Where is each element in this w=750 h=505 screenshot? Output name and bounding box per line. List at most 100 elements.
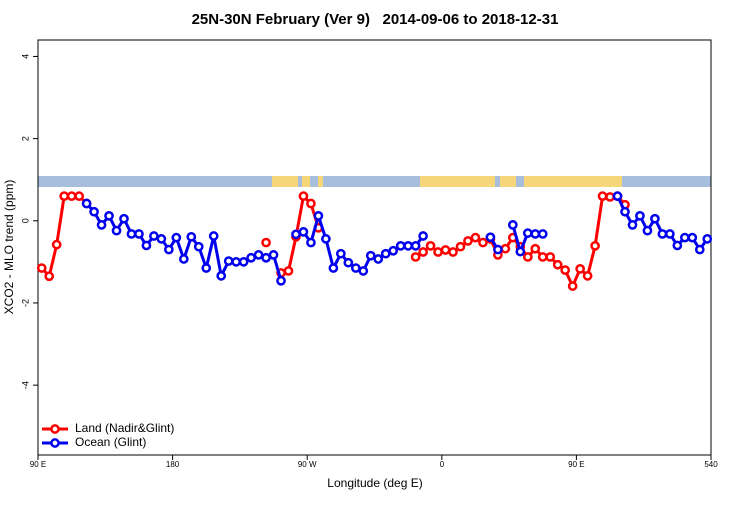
data-point [672,240,683,251]
data-point [410,252,421,262]
data-point [283,266,294,276]
chart-title: 25N-30N February (Ver 9) 2014-09-06 to 2… [192,11,559,28]
data-point [433,247,443,257]
series [36,191,630,291]
data-point [425,241,436,251]
data-point [156,234,167,244]
data-point [178,254,189,264]
data-point [470,232,481,243]
data-point [81,198,92,209]
data-point [522,228,533,238]
data-point [171,232,182,243]
data-point [500,243,511,254]
data-point [620,206,630,217]
land-band [524,176,622,187]
data-point [246,252,256,263]
data-point [253,250,264,260]
data-point [59,191,70,201]
x-tick-label: 180 [166,460,180,469]
data-point [395,241,406,251]
data-point [306,237,316,248]
data-point [321,234,331,244]
data-point [336,248,346,259]
data-point [291,229,301,240]
data-point [463,236,473,246]
x-axis-label: Longitude (deg E) [327,476,422,490]
ocean-band [38,176,711,187]
data-point [268,250,279,260]
data-point [537,252,548,262]
data-point [201,263,212,273]
legend-marker [50,438,60,448]
x-tick-label: 0 [440,460,445,469]
data-point [186,231,197,242]
data-point [216,271,227,281]
data-point [350,263,361,273]
data-point [51,239,62,250]
data-point [642,225,653,236]
data-point [635,211,645,221]
data-point [485,232,496,243]
data-point [66,191,77,201]
data-point [403,241,413,251]
data-point [74,191,84,201]
data-point [111,225,122,236]
y-tick-label: -4 [20,381,30,389]
data-point [455,241,466,252]
data-point [126,229,137,239]
data-point [702,234,713,244]
y-tick-label: 4 [20,54,30,59]
data-point [440,245,451,255]
data-point [552,259,563,270]
data-point [208,231,219,241]
data-point [612,191,623,201]
data-point [298,191,309,201]
x-tick-label: 90 W [298,460,317,469]
data-point [238,257,249,267]
data-point [119,213,129,224]
data-point [141,240,152,251]
series [81,191,713,286]
data-point [590,241,600,251]
legend-label: Land (Nadir&Glint) [75,421,174,435]
y-tick-label: 2 [20,136,30,141]
x-tick-label: 90 E [30,460,46,469]
land-band [318,176,323,187]
data-point [134,229,144,239]
y-axis-label: XCO2 - MLO trend (ppm) [2,180,16,315]
data-point [530,243,541,254]
data-point [358,266,369,276]
data-point [605,192,615,202]
data-point [149,231,159,241]
data-point [276,275,286,286]
data-point [298,227,309,237]
land-band [500,176,516,187]
x-tick-label: 90 E [568,460,584,469]
land-mask [38,176,711,187]
data-point [380,248,391,259]
data-point [313,211,324,221]
data-point [567,281,578,291]
data-point [515,246,526,257]
data-point [365,250,376,261]
data-point [597,191,608,201]
legend-marker [50,424,60,434]
data-point [418,247,428,257]
series-line [414,194,627,290]
data-point [231,257,242,267]
data-point [193,241,204,252]
x-tick-label: 540 [704,460,718,469]
data-point [537,229,548,239]
series-line [40,194,88,280]
data-point [694,244,705,255]
data-point [36,263,47,273]
data-point [96,220,107,230]
data-point [261,237,271,248]
data-point [306,198,316,209]
data-point [522,252,533,262]
legend-label: Ocean (Glint) [75,435,146,449]
data-point [687,232,698,243]
data-point [507,220,518,230]
y-tick-label: -2 [20,299,30,307]
